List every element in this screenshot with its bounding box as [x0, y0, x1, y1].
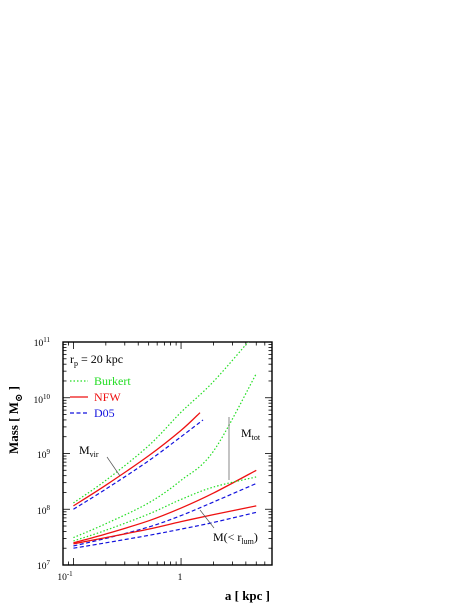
annotation-mvir: Mvir — [79, 443, 99, 459]
y-tick-label-1e9: 109 — [37, 448, 51, 461]
series-line-d05-m-tot — [73, 482, 257, 547]
series-line-nfw-m-lum — [73, 505, 257, 545]
series-line-burkert-m-vir — [73, 342, 249, 504]
legend-label-d05: D05 — [94, 406, 115, 420]
x-tick-label-1: 1 — [178, 573, 183, 583]
legend-label-nfw: NFW — [94, 390, 121, 404]
axis-ticks — [62, 341, 273, 566]
annotation-leaders — [106, 417, 230, 529]
leader-mvir — [106, 456, 121, 477]
series-line-nfw-m-vir — [73, 412, 201, 507]
series-line-burkert-m-tot — [73, 373, 257, 539]
legend: rp = 20 kpc Burkert NFW D05 — [70, 352, 131, 420]
series-line-nfw-m-tot — [73, 469, 257, 544]
legend-label-burkert: Burkert — [94, 374, 131, 388]
y-tick-label-1e7: 107 — [37, 559, 51, 572]
series-line-burkert-m-lum — [73, 476, 257, 542]
y-tick-label-1e11: 1011 — [34, 336, 51, 349]
annotation-mtot: Mtot — [241, 426, 261, 442]
y-tick-label-1e10: 1010 — [34, 393, 51, 406]
series-layer — [73, 342, 257, 549]
legend-header: rp = 20 kpc — [70, 352, 123, 368]
leader-mlum — [199, 509, 215, 529]
y-tick-labels: 1011 1010 109 108 107 — [34, 336, 51, 572]
x-axis-title: a [ kpc ] — [225, 588, 270, 603]
annotation-mlum: M(< rlum) — [213, 530, 258, 546]
annotations: Mvir Mtot M(< rlum) — [79, 426, 261, 546]
y-tick-label-1e8: 108 — [37, 504, 51, 517]
x-tick-labels: 10-1 1 — [57, 570, 182, 583]
x-tick-label-0.1: 10-1 — [57, 570, 73, 583]
series-line-d05-m-lum — [73, 511, 257, 549]
series-line-d05-m-vir — [73, 419, 204, 510]
y-axis-title: Mass [ M⊙ ] — [6, 386, 25, 454]
